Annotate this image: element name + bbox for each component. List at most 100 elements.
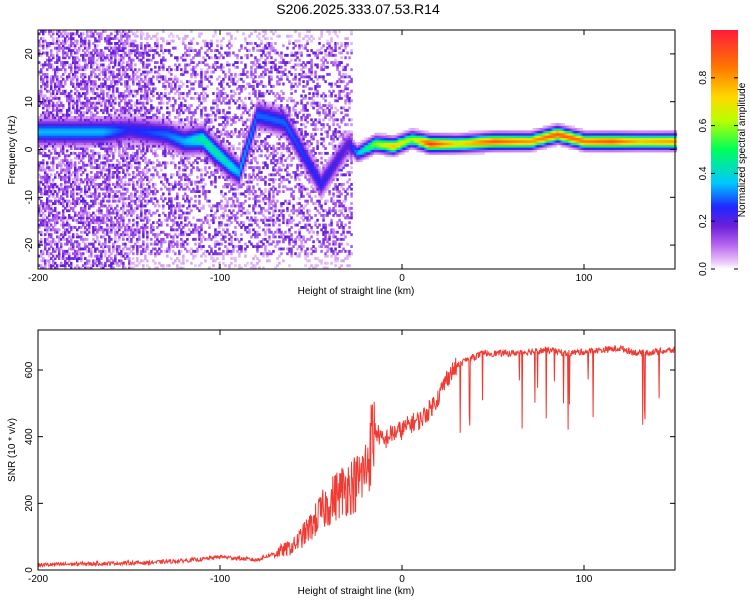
heatmap-cell — [60, 42, 63, 45]
heatmap-cell — [134, 264, 137, 268]
heatmap-cell — [196, 125, 199, 129]
heatmap-cell — [170, 242, 173, 246]
heatmap-cell — [78, 94, 81, 98]
heatmap-cell — [136, 125, 139, 129]
heatmap-cell — [194, 230, 197, 234]
heatmap-cell — [108, 68, 111, 72]
heatmap-cell — [154, 151, 157, 155]
heatmap-cell — [216, 156, 219, 160]
heatmap-cell — [148, 192, 151, 196]
heatmap-cell — [214, 56, 217, 60]
heatmap-cell — [140, 259, 143, 263]
heatmap-cell — [78, 123, 81, 127]
heatmap-cell — [70, 120, 73, 124]
heatmap-cell — [48, 56, 51, 60]
heatmap-cell — [40, 233, 43, 237]
heatmap-cell — [122, 106, 125, 110]
heatmap-cell — [134, 125, 137, 129]
heatmap-cell — [182, 39, 185, 43]
heatmap-cell — [130, 154, 133, 158]
heatmap-cell — [150, 139, 153, 143]
heatmap-cell — [52, 104, 55, 107]
heatmap-cell — [174, 68, 177, 72]
heatmap-cell — [182, 242, 185, 246]
heatmap-cell — [108, 101, 111, 105]
heatmap-cell — [178, 252, 181, 256]
heatmap-cell — [76, 235, 79, 239]
heatmap-cell — [182, 149, 185, 153]
heatmap-cell — [54, 223, 57, 227]
heatmap-cell — [42, 46, 45, 50]
heatmap-cell — [178, 187, 181, 191]
heatmap-cell — [74, 218, 77, 222]
heatmap-cell — [84, 80, 87, 84]
heatmap-cell — [96, 139, 99, 143]
heatmap-cell — [146, 92, 149, 95]
heatmap-cell — [60, 233, 63, 237]
heatmap-cell — [140, 206, 143, 210]
heatmap-cell — [80, 80, 83, 84]
heatmap-cell — [100, 211, 103, 215]
heatmap-cell — [188, 125, 191, 129]
heatmap-cell — [188, 111, 191, 115]
heatmap-cell — [198, 245, 201, 248]
heatmap-cell — [54, 73, 57, 76]
heatmap-cell — [168, 199, 171, 203]
heatmap-cell — [122, 211, 125, 215]
heatmap-cell — [190, 111, 193, 115]
heatmap-cell — [56, 32, 59, 36]
heatmap-cell — [92, 218, 95, 222]
heatmap-cell — [84, 61, 87, 64]
heatmap-cell — [152, 49, 155, 52]
heatmap-cell — [64, 242, 67, 246]
heatmap-cell — [94, 92, 97, 95]
heatmap-cell — [136, 130, 139, 134]
heatmap-cell — [120, 249, 123, 253]
heatmap-cell — [70, 216, 73, 220]
heatmap-cell — [114, 37, 117, 41]
heatmap-cell — [74, 180, 77, 184]
heatmap-cell — [50, 80, 53, 84]
heatmap-cell — [204, 132, 207, 136]
heatmap-cell — [76, 63, 79, 67]
heatmap-cell — [126, 68, 129, 72]
heatmap-cell — [192, 132, 195, 136]
heatmap-cell — [222, 154, 225, 158]
heatmap-cell — [102, 56, 105, 60]
heatmap-cell — [180, 230, 183, 234]
heatmap-cell — [56, 80, 59, 84]
heatmap-cell — [46, 190, 49, 193]
heatmap-cell — [146, 94, 149, 98]
heatmap-cell — [152, 190, 155, 193]
heatmap-cell — [44, 202, 47, 205]
heatmap-cell — [144, 135, 147, 139]
heatmap-cell — [176, 173, 179, 177]
heatmap-cell — [146, 199, 149, 203]
heatmap-cell — [98, 39, 101, 43]
heatmap-cell — [146, 108, 149, 112]
heatmap-cell — [52, 249, 55, 253]
heatmap-cell — [42, 204, 45, 208]
heatmap-cell — [208, 137, 211, 141]
heatmap-cell — [140, 211, 143, 215]
heatmap-cell — [168, 247, 171, 251]
heatmap-cell — [148, 168, 151, 172]
heatmap-cell — [84, 58, 87, 62]
heatmap-cell — [108, 149, 111, 153]
heatmap-cell — [136, 197, 139, 201]
heatmap-cell — [172, 96, 175, 100]
heatmap-cell — [102, 249, 105, 253]
heatmap-cell — [44, 209, 47, 213]
heatmap-cell — [132, 257, 135, 260]
heatmap-cell — [182, 197, 185, 201]
heatmap-cell — [110, 51, 113, 55]
heatmap-cell — [52, 240, 55, 244]
heatmap-cell — [210, 147, 213, 150]
heatmap-cell — [76, 156, 79, 160]
heatmap-cell — [112, 92, 115, 95]
heatmap-cell — [220, 190, 223, 193]
heatmap-cell — [38, 168, 41, 172]
heatmap-cell — [120, 123, 123, 127]
heatmap-cell — [38, 92, 41, 95]
heatmap-cell — [106, 154, 109, 158]
